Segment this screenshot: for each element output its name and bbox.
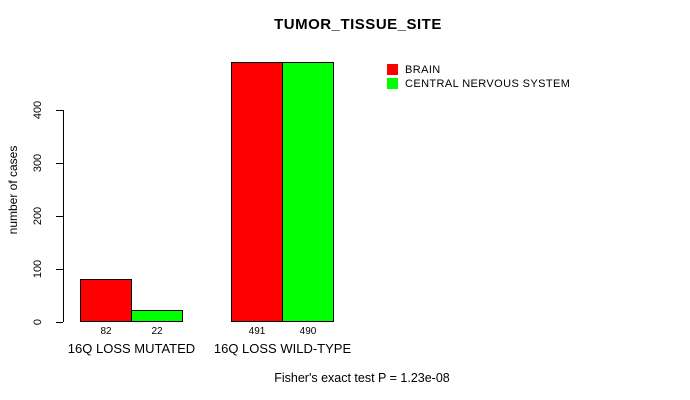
bar-central-nervous-system (282, 62, 334, 322)
y-axis-tick (56, 269, 63, 270)
bar-central-nervous-system (131, 310, 183, 322)
bar-brain (231, 61, 283, 322)
y-axis-tick (56, 322, 63, 323)
legend-item-central-nervous-system: CENTRAL NERVOUS SYSTEM (387, 77, 570, 90)
legend-item-brain: BRAIN (387, 63, 570, 76)
legend-label-central-nervous-system: CENTRAL NERVOUS SYSTEM (405, 77, 571, 90)
y-axis-tick (56, 110, 63, 111)
bar-value-label: 490 (299, 326, 317, 337)
bar-value-label: 22 (151, 326, 163, 337)
caption-fishers-test: Fisher's exact test P = 1.23e-08 (274, 371, 450, 385)
legend: BRAIN CENTRAL NERVOUS SYSTEM (387, 63, 570, 91)
y-axis-tick-label: 200 (32, 206, 44, 226)
bar-value-label: 491 (248, 326, 266, 337)
x-category-label: 16Q LOSS WILD-TYPE (213, 341, 352, 356)
y-axis-tick (56, 163, 63, 164)
y-axis-tick-label: 0 (32, 318, 44, 326)
y-axis-tick (56, 216, 63, 217)
y-axis-tick-label: 400 (32, 100, 44, 120)
legend-swatch-brain (387, 64, 398, 75)
y-axis-tick-label: 300 (32, 153, 44, 173)
y-axis-line (63, 110, 64, 322)
bar-value-label: 82 (100, 326, 112, 337)
legend-swatch-central-nervous-system (387, 78, 398, 89)
x-category-label: 16Q LOSS MUTATED (67, 341, 196, 356)
legend-label-brain: BRAIN (405, 63, 441, 76)
y-axis-label: number of cases (6, 145, 20, 235)
bar-brain (80, 278, 132, 322)
chart-title: TUMOR_TISSUE_SITE (274, 16, 442, 33)
y-axis-tick-label: 100 (32, 259, 44, 279)
